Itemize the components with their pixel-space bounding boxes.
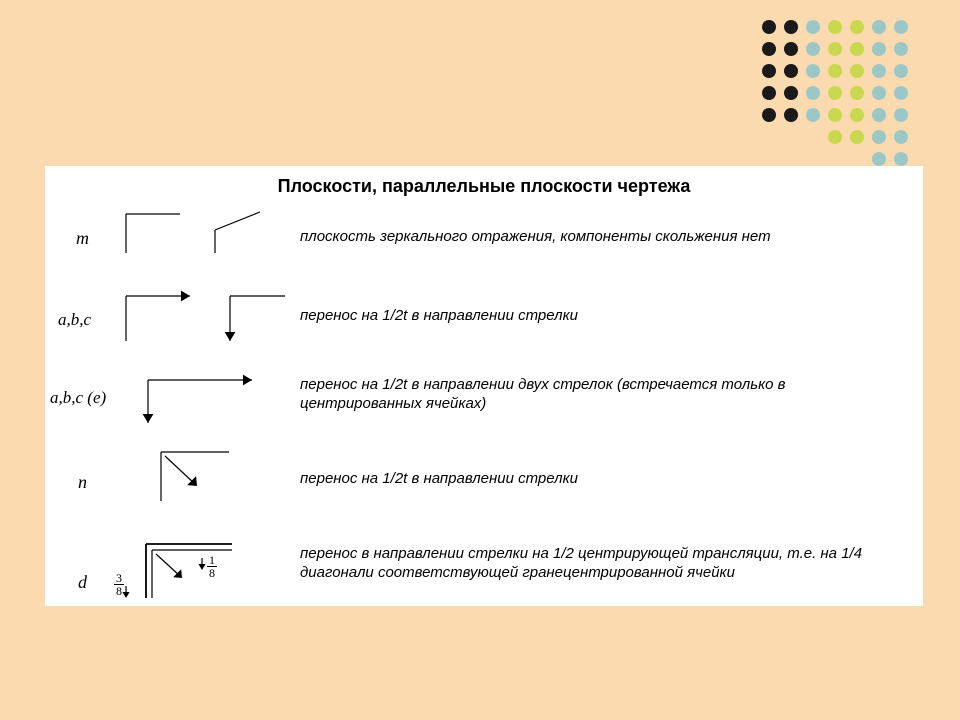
row-description: плоскость зеркального отражения, компоне… (300, 228, 910, 247)
diagram-abce (140, 372, 260, 427)
dots-svg (760, 18, 910, 168)
corner-dots-decor (760, 18, 910, 168)
slide-root: Плоскости, параллельные плоскости чертеж… (0, 0, 960, 720)
fraction-label: 18 (207, 554, 217, 579)
row-label: a,b,c (58, 310, 91, 330)
fraction-denominator: 8 (207, 567, 217, 579)
slide-title: Плоскости, параллельные плоскости чертеж… (45, 176, 923, 197)
fraction-label: 38 (114, 572, 124, 597)
row-label: d (78, 572, 87, 593)
row-description: перенос на 1/2t в направлении стрелки (300, 307, 910, 326)
row-description: перенос на 1/2t в направлении двух стрел… (300, 376, 910, 414)
fraction-denominator: 8 (114, 585, 124, 597)
diagram-m (120, 210, 290, 255)
row-description: перенос в направлении стрелки на 1/2 цен… (300, 545, 915, 583)
diagram-n (155, 448, 235, 503)
row-label: a,b,c (e) (50, 388, 106, 408)
row-description: перенос на 1/2t в направлении стрелки (300, 470, 910, 489)
diagram-abc (120, 290, 290, 345)
row-label: n (78, 472, 87, 493)
row-label: m (76, 228, 89, 249)
diagram-d (112, 540, 262, 600)
